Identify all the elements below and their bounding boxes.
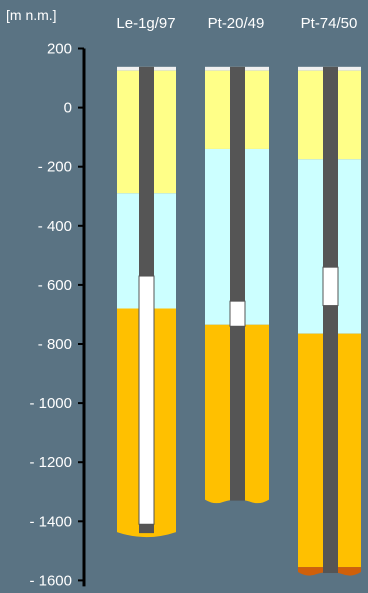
borehole-name: Pt-20/49 <box>208 15 265 32</box>
pipe-casing <box>139 66 154 277</box>
axis-tick-label: 200 <box>47 41 72 58</box>
pipe-casing <box>323 305 338 574</box>
pipe-casing <box>323 66 338 268</box>
pipe-open <box>229 300 246 327</box>
axis-unit-label: [m n.m.] <box>6 7 57 23</box>
axis-tick-label: - 1200 <box>29 454 72 471</box>
borehole-2: Pt-74/50 <box>298 15 361 576</box>
pipe-casing <box>230 66 245 302</box>
axis-tick-label: - 1600 <box>29 572 72 589</box>
boreholes: Le-1g/97 Pt-20/49 Pt-74/50 <box>116 15 361 576</box>
axis-tick-label: - 200 <box>38 159 72 176</box>
axis-tick-label: - 1400 <box>29 513 72 530</box>
axis-tick-label: 0 <box>64 100 72 117</box>
depth-axis: 200 0 - 200 - 400 - 600 - 800 - 1000 - 1200 - 14… <box>29 41 86 589</box>
axis-tick-label: - 800 <box>38 336 72 353</box>
axis-tick-label: - 1000 <box>29 395 72 412</box>
axis-tick-label: - 600 <box>38 277 72 294</box>
pipe-casing <box>139 524 154 534</box>
pipe-open <box>138 275 155 525</box>
pipe-casing <box>230 326 245 501</box>
pipe-open <box>322 266 339 307</box>
borehole-name: Le-1g/97 <box>116 15 175 32</box>
axis-tick-label: - 400 <box>38 218 72 235</box>
borehole-0: Le-1g/97 <box>116 15 176 538</box>
borehole-name: Pt-74/50 <box>301 15 358 32</box>
borehole-1: Pt-20/49 <box>205 15 269 504</box>
